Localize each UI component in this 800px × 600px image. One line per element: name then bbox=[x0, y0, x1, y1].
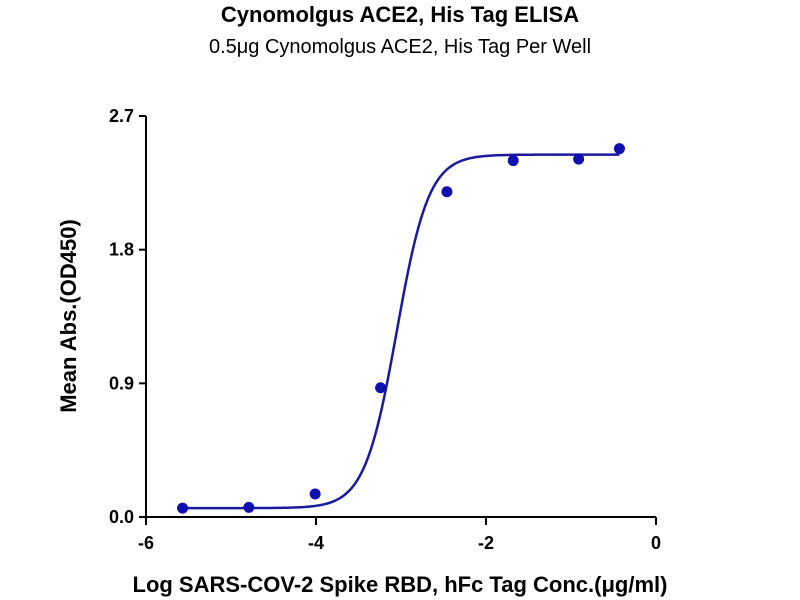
chart-title: Cynomolgus ACE2, His Tag ELISA bbox=[220, 2, 580, 27]
data-point bbox=[613, 143, 625, 155]
axes: 0.0 0.9 1.8 2.7 -6 -4 -2 0 bbox=[109, 106, 661, 553]
y-tick-label: 2.7 bbox=[109, 106, 134, 126]
data-point bbox=[309, 488, 321, 500]
data-point bbox=[573, 153, 585, 165]
chart-subtitle: 0.5μg Cynomolgus ACE2, His Tag Per Well bbox=[208, 36, 592, 58]
x-axis-label: Log SARS-COV-2 Spike RBD, hFc Tag Conc.(… bbox=[133, 572, 668, 597]
y-tick-label: 1.8 bbox=[109, 240, 134, 260]
x-tick-label: -4 bbox=[308, 533, 324, 553]
data-point bbox=[375, 382, 387, 394]
x-tick-label: -6 bbox=[138, 533, 154, 553]
fit-curve bbox=[182, 153, 620, 510]
data-point bbox=[507, 155, 519, 167]
y-tick-label: 0.0 bbox=[109, 507, 134, 527]
data-point bbox=[441, 186, 453, 198]
data-points-layer bbox=[177, 143, 625, 514]
data-point bbox=[177, 502, 189, 514]
data-point bbox=[243, 501, 255, 513]
fit-curve-layer bbox=[182, 153, 620, 510]
y-tick-label: 0.9 bbox=[109, 373, 134, 393]
x-tick-label: -2 bbox=[478, 533, 494, 553]
x-tick-label: 0 bbox=[651, 533, 661, 553]
y-axis-label: Mean Abs.(OD450) bbox=[56, 219, 81, 413]
